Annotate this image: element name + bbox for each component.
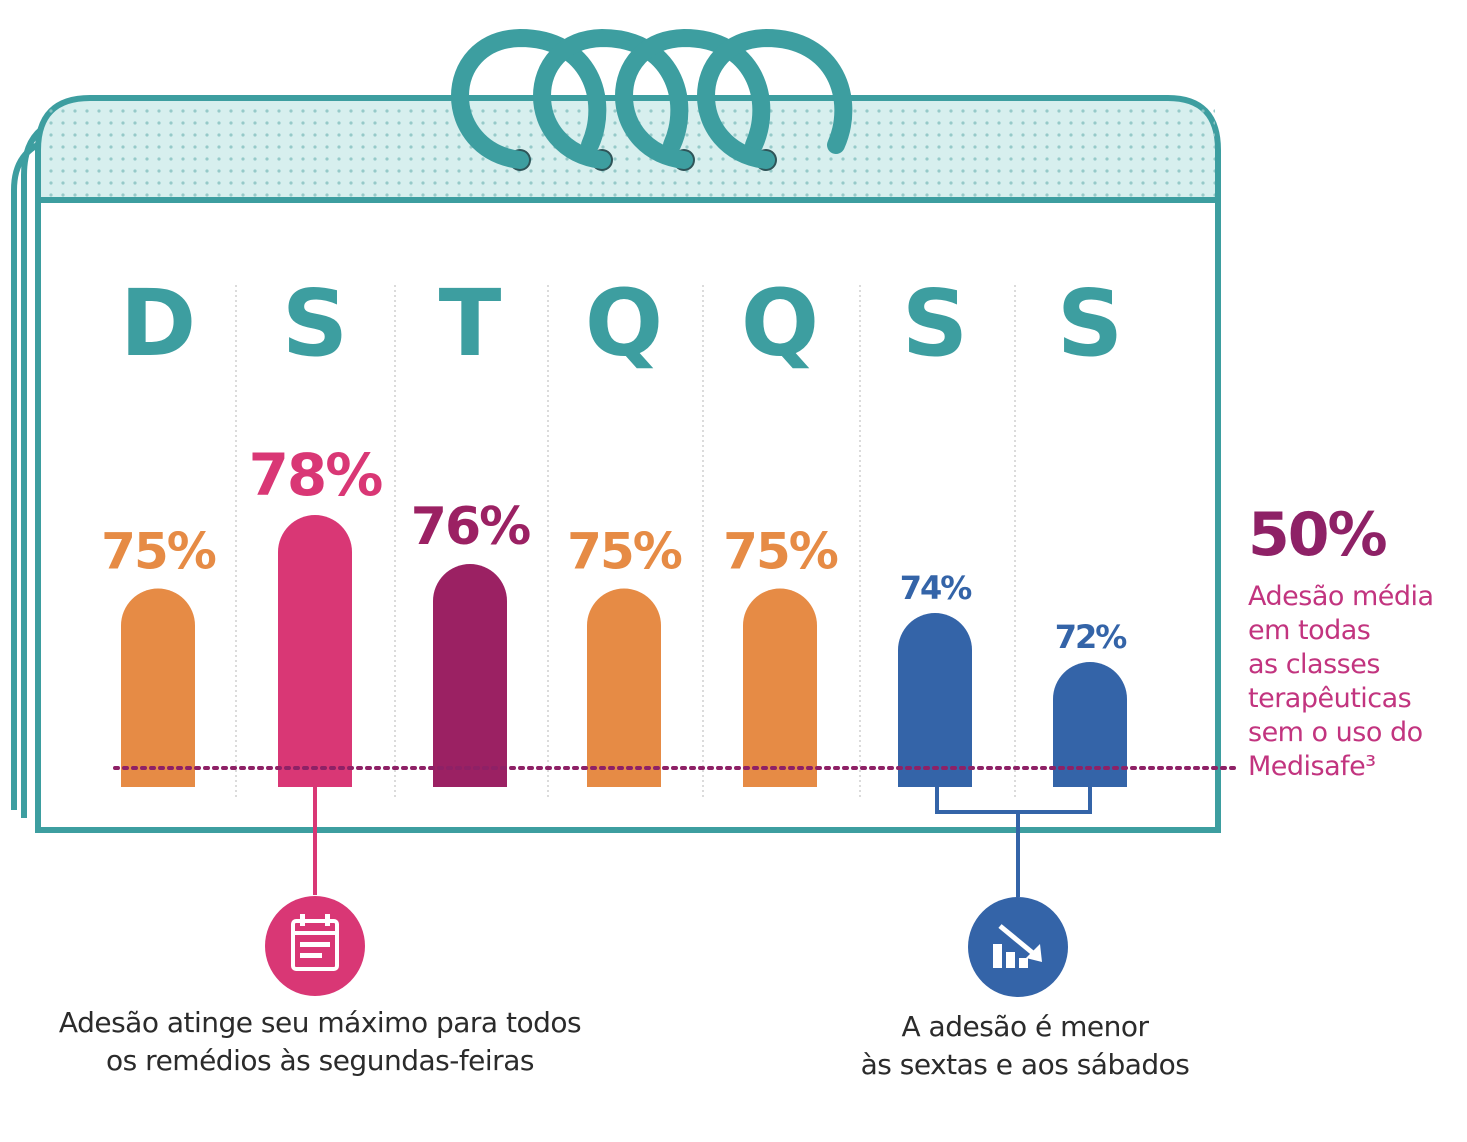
- bar: [587, 588, 661, 787]
- value-label: 75%: [101, 523, 216, 581]
- bar: [1053, 662, 1127, 787]
- monday-caption-line: os remédios às segundas-feiras: [106, 1044, 534, 1077]
- average-desc-line: sem o uso do: [1248, 717, 1423, 748]
- day-letter: Q: [741, 270, 819, 377]
- day-letter: S: [902, 270, 968, 377]
- calendar-icon: [265, 896, 365, 996]
- day-letter: S: [282, 270, 348, 377]
- value-label: 76%: [411, 497, 530, 557]
- trend-down-icon: [968, 897, 1068, 997]
- bar: [898, 613, 972, 787]
- monday-caption: Adesão atinge seu máximo para todos os r…: [0, 1004, 640, 1080]
- bar: [433, 564, 507, 787]
- monday-caption-line: Adesão atinge seu máximo para todos: [58, 1006, 582, 1039]
- bar: [121, 588, 195, 787]
- value-label: 78%: [249, 441, 383, 509]
- day-letter: S: [1057, 270, 1123, 377]
- average-adherence-value: 50%: [1248, 500, 1388, 570]
- average-desc-line: Medisafe³: [1248, 751, 1376, 782]
- value-labels: 75% 78% 76% 75% 75% 74% 72%: [101, 441, 1129, 656]
- day-letter: D: [120, 270, 196, 377]
- calendar-rings: [451, 28, 853, 171]
- weekend-caption-line: A adesão é menor: [901, 1010, 1149, 1043]
- weekend-caption: A adesão é menor às sextas e aos sábados: [820, 1008, 1230, 1084]
- weekend-bracket: [935, 787, 1092, 897]
- value-label: 72%: [1055, 618, 1128, 656]
- bar: [743, 588, 817, 787]
- bar: [278, 515, 352, 787]
- average-desc-line: Adesão média: [1248, 581, 1434, 612]
- weekend-caption-line: às sextas e aos sábados: [860, 1048, 1190, 1081]
- value-label: 74%: [900, 569, 973, 607]
- average-desc-line: as classes: [1248, 649, 1380, 680]
- value-label: 75%: [567, 523, 682, 581]
- average-desc-line: em todas: [1248, 615, 1371, 646]
- bars: [121, 515, 1127, 787]
- column-dividers: [235, 285, 1016, 800]
- average-adherence-description: Adesão média em todas as classes terapêu…: [1248, 580, 1463, 784]
- day-letter: Q: [585, 270, 663, 377]
- average-desc-line: terapêuticas: [1248, 683, 1412, 714]
- day-letter: T: [439, 270, 502, 377]
- value-label: 75%: [723, 523, 838, 581]
